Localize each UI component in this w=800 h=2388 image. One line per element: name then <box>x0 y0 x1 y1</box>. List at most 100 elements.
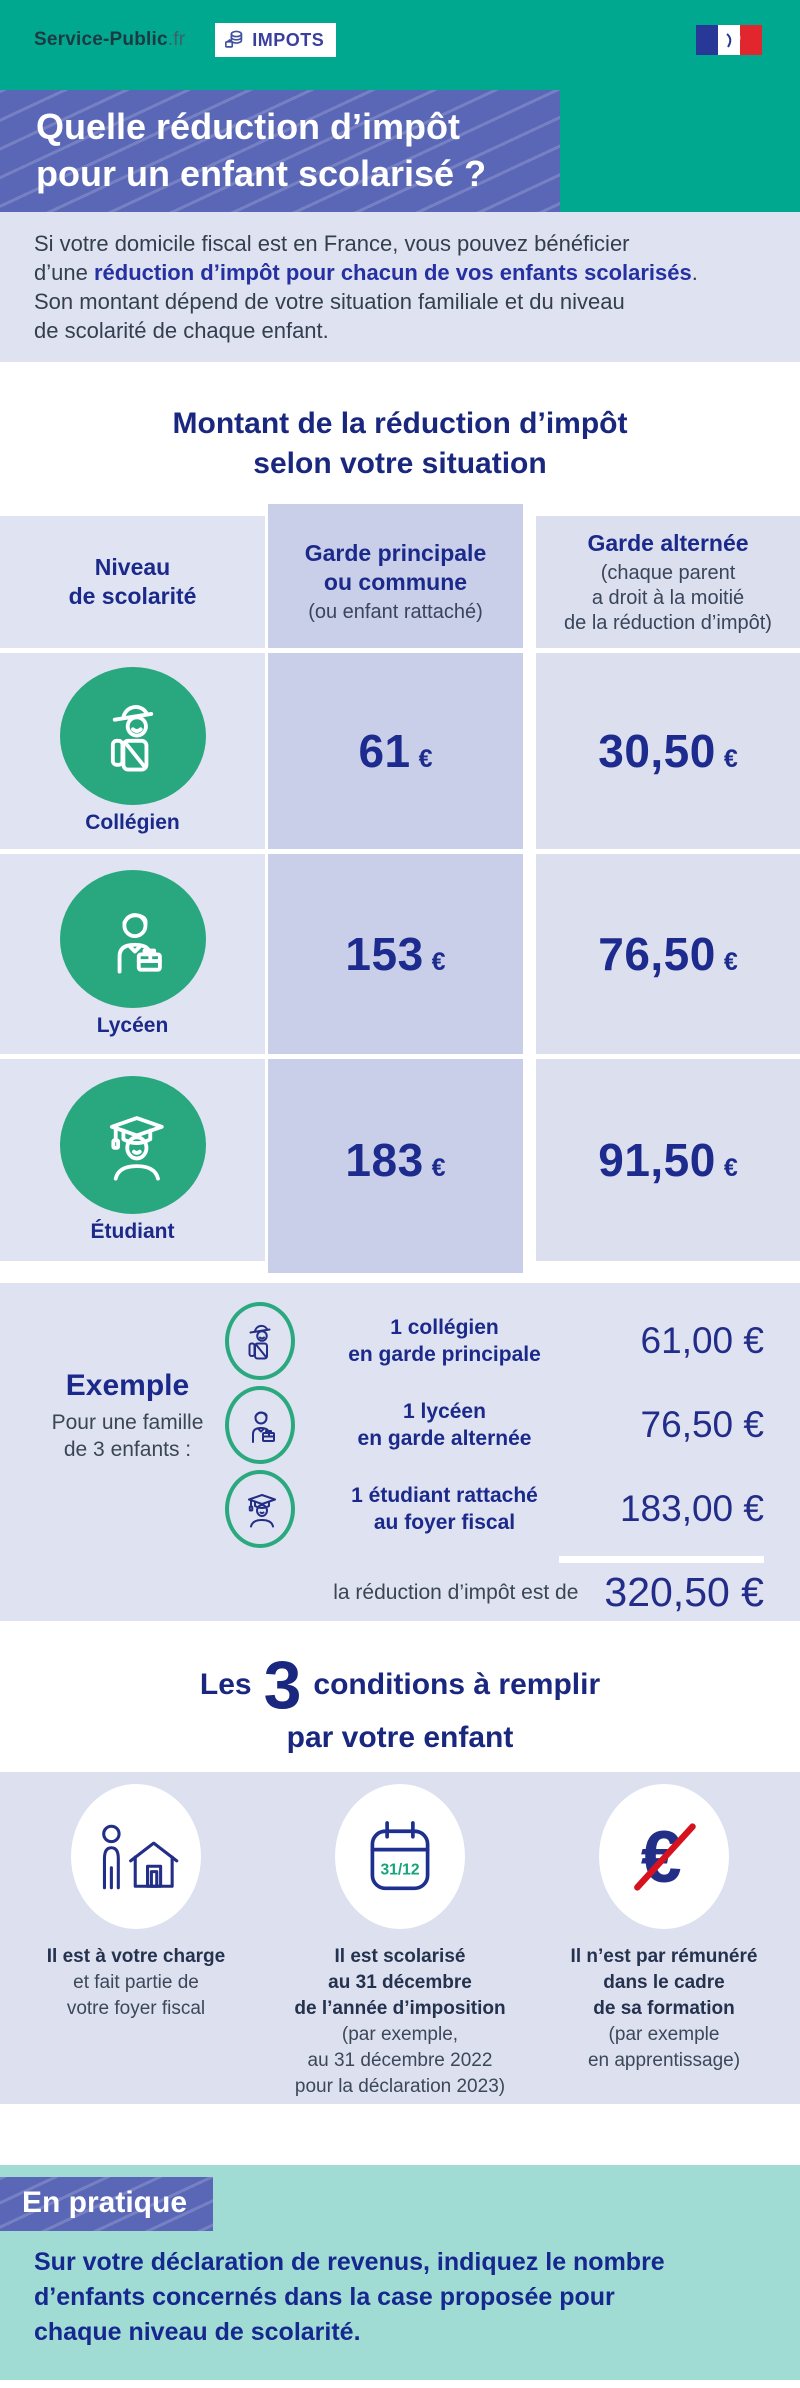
example-item-label: 1 collégien en garde principale <box>348 1316 541 1366</box>
calendar-31-12-icon: 31/12 <box>335 1784 465 1929</box>
sum-divider <box>559 1556 764 1563</box>
condition-bold: Il est scolarisé au 31 décembre de l’ann… <box>294 1946 506 2019</box>
level-label: Étudiant <box>90 1220 175 1243</box>
example-subheading: Pour une famille de 3 enfants : <box>51 1411 204 1461</box>
table-row-etudiant: Étudiant 183 € 91,50 € <box>0 1059 800 1261</box>
level-cell: Étudiant <box>0 1059 265 1261</box>
condition-text: Il n’est par rémunéré dans le cadre de s… <box>565 1944 764 2074</box>
amounts-table: Niveau de scolarité Garde principale ou … <box>0 504 800 1273</box>
amount-value: 76,50 <box>598 928 716 980</box>
page-title: Quelle réduction d’impôt pour un enfant … <box>36 106 487 194</box>
amount-value: 61 <box>358 725 411 777</box>
euro-sign: € <box>723 1154 738 1182</box>
column-subtitle: (ou enfant rattaché) <box>308 601 483 623</box>
conditions-title: Les 3 conditions à remplir par votre enf… <box>0 1651 800 1755</box>
example-items: 1 collégien en garde principale 61,00 € … <box>225 1299 764 1621</box>
shared-custody-amount-cell: 30,50 € <box>536 653 800 849</box>
level-label: Lycéen <box>96 1014 169 1037</box>
example-item-amount: 76,50 € <box>640 1404 764 1445</box>
euro-sign: € <box>431 948 446 976</box>
example-item-etudiant: 1 étudiant rattaché au foyer fiscal 183,… <box>225 1467 764 1551</box>
intro-text-after: . Son montant dépend de votre situation … <box>34 260 698 343</box>
example-item-label: 1 lycéen en garde alternée <box>357 1400 532 1450</box>
example-heading: Exemple <box>65 1369 190 1402</box>
amount-value: 30,50 <box>598 725 716 777</box>
no-remuneration-icon: € <box>599 1784 729 1929</box>
example-total-amount: 320,50 € <box>604 1569 764 1615</box>
amount-value: 153 <box>345 928 424 980</box>
logo-bar: Service-Public.fr IMPOTS <box>0 16 800 64</box>
french-flag-icon <box>696 25 762 55</box>
practice-section: En pratique Sur votre déclaration de rev… <box>0 2165 800 2380</box>
calendar-date-label: 31/12 <box>380 1861 419 1878</box>
page-header: Service-Public.fr IMPOTS Quelle réductio… <box>0 0 800 212</box>
intro-text-bold: réduction d’impôt pour chacun de vos enf… <box>93 260 692 285</box>
conditions-title-line2: par votre enfant <box>286 1721 514 1754</box>
euro-sign: € <box>723 948 738 976</box>
header-cell-main-custody: Garde principale ou commune (ou enfant r… <box>268 516 523 648</box>
level-cell: Collégien <box>0 653 265 849</box>
main-custody-amount-cell: 183 € <box>268 1059 523 1261</box>
condition-text: Il est à votre charge et fait partie de v… <box>41 1944 231 2022</box>
euro-sign: € <box>418 745 433 773</box>
example-item-amount: 183,00 € <box>619 1488 764 1529</box>
example-item-label: 1 étudiant rattaché au foyer fiscal <box>351 1484 538 1534</box>
practice-text: Sur votre déclaration de revenus, indiqu… <box>34 2248 665 2346</box>
example-item-amount: 61,00 € <box>640 1320 764 1361</box>
conditions-section: Il est à votre charge et fait partie de v… <box>0 1772 800 2104</box>
amount-value: 183 <box>345 1134 424 1186</box>
impots-label: IMPOTS <box>252 29 325 50</box>
example-item-lyceen: 1 lycéen en garde alternée 76,50 € <box>225 1383 764 1467</box>
header-cell-shared-custody: Garde alternée (chaque parent a droit à … <box>536 516 800 648</box>
condition-bold: Il n’est par rémunéré dans le cadre de s… <box>570 1946 758 2019</box>
brand-suffix: .fr <box>167 29 186 50</box>
student-icon <box>225 1470 295 1548</box>
title-banner: Quelle réduction d’impôt pour un enfant … <box>0 90 560 212</box>
middle-schooler-icon <box>59 667 206 805</box>
student-icon <box>59 1076 206 1214</box>
high-schooler-icon <box>225 1386 295 1464</box>
condition-detail: et fait partie de votre foyer fiscal <box>66 1972 206 2019</box>
condition-detail: (par exemple, au 31 décembre 2022 pour l… <box>294 2024 506 2097</box>
high-schooler-icon <box>59 870 206 1008</box>
main-custody-amount-cell: 153 € <box>268 854 523 1054</box>
column-title: Garde alternée <box>587 529 749 556</box>
column-title: Niveau de scolarité <box>68 554 197 609</box>
condition-unpaid: € Il n’est par rémunéré dans le cadre de… <box>532 1784 796 2104</box>
condition-bold: Il est à votre charge <box>46 1946 226 1967</box>
impots-logo: IMPOTS <box>215 23 337 57</box>
conditions-title-suffix: conditions à remplir <box>313 1668 601 1701</box>
example-intro: Exemple Pour une famille de 3 enfants : <box>30 1299 225 1621</box>
amount-value: 91,50 <box>598 1134 716 1186</box>
shared-custody-amount-cell: 91,50 € <box>536 1059 800 1261</box>
coins-icon <box>225 30 243 48</box>
conditions-title-prefix: Les <box>199 1668 252 1701</box>
example-section: Exemple Pour une famille de 3 enfants : … <box>0 1283 800 1621</box>
middle-column-top-cap <box>268 504 523 516</box>
middle-schooler-icon <box>225 1302 295 1380</box>
dependent-household-icon <box>71 1784 201 1929</box>
example-total-label: la réduction d’impôt est de <box>333 1580 579 1604</box>
table-header-row: Niveau de scolarité Garde principale ou … <box>0 516 800 648</box>
conditions-title-number: 3 <box>263 1647 302 1723</box>
intro-paragraph: Si votre domicile fiscal est en France, … <box>0 212 800 362</box>
header-cell-level: Niveau de scolarité <box>0 516 265 648</box>
intro-text-before: Si votre domicile fiscal est en France, … <box>34 231 630 285</box>
level-label: Collégien <box>85 811 180 834</box>
condition-text: Il est scolarisé au 31 décembre de l’ann… <box>288 1944 511 2100</box>
main-custody-amount-cell: 61 € <box>268 653 523 849</box>
level-cell: Lycéen <box>0 854 265 1054</box>
euro-sign: € <box>431 1154 446 1182</box>
condition-schooled: 31/12 Il est scolarisé au 31 décembre de… <box>268 1784 532 2104</box>
condition-dependent: Il est à votre charge et fait partie de v… <box>4 1784 268 2104</box>
shared-custody-amount-cell: 76,50 € <box>536 854 800 1054</box>
practice-badge: En pratique <box>0 2177 214 2231</box>
example-item-collegien: 1 collégien en garde principale 61,00 € <box>225 1299 764 1383</box>
middle-column-bottom-cap <box>268 1261 523 1273</box>
column-subtitle: (chaque parent a droit à la moitié de la… <box>564 561 772 634</box>
table-section-title: Montant de la réduction d’impôt selon vo… <box>172 407 628 480</box>
column-title: Garde principale ou commune <box>304 540 487 595</box>
brand-main: Service-Public <box>34 29 168 50</box>
service-public-logo: Service-Public.fr <box>34 29 185 51</box>
table-row-collegien: Collégien 61 € 30,50 € <box>0 653 800 849</box>
